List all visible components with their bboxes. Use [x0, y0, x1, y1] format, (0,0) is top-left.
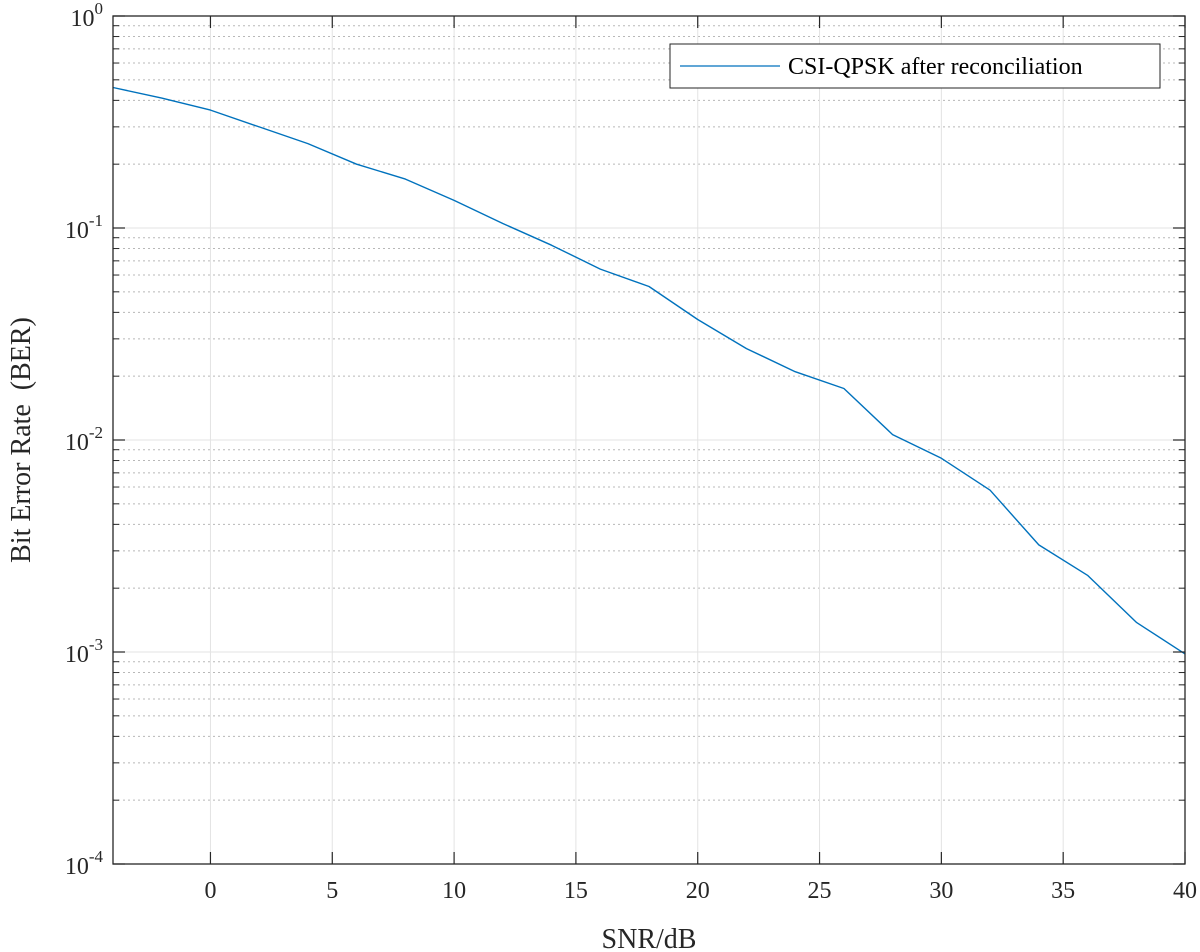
legend-entry-label: CSI-QPSK after reconciliation	[788, 54, 1083, 80]
y-tick-label: 100	[71, 0, 104, 32]
x-tick-label: 30	[929, 878, 953, 904]
legend: CSI-QPSK after reconciliation	[669, 43, 1161, 89]
minor-grid	[113, 25, 1185, 801]
x-tick-labels: 0 5 10 15 20 25 30 35 40	[204, 878, 1197, 904]
x-tick-label: 15	[564, 878, 588, 904]
x-tick-label: 35	[1051, 878, 1075, 904]
y-tick-labels: 100 10-1 10-2 10-3 10-4	[65, 0, 104, 880]
x-tick-label: 5	[326, 878, 338, 904]
series-layer	[112, 86, 1186, 655]
x-axis-label: SNR/dB	[602, 924, 697, 952]
y-tick-label: 10-2	[65, 423, 103, 456]
ticks-layer	[113, 15, 1186, 865]
y-tick-label: 10-3	[65, 635, 103, 668]
x-tick-label: 25	[808, 878, 832, 904]
y-tick-label: 10-4	[65, 847, 104, 880]
x-tick-label: 20	[686, 878, 710, 904]
x-tick-label: 0	[204, 878, 216, 904]
x-tick-label: 10	[442, 878, 466, 904]
x-tick-label: 40	[1173, 878, 1197, 904]
y-tick-label: 10-1	[65, 211, 103, 244]
series-line	[112, 86, 1186, 655]
y-axis-label: Bit Error Rate (BER)	[6, 317, 37, 563]
